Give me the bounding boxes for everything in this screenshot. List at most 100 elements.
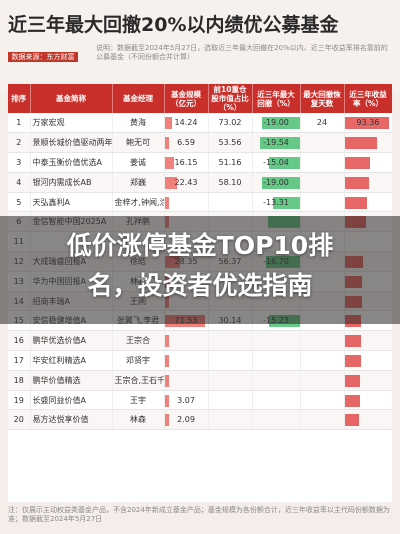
- rank-cell-text: 15: [13, 316, 24, 326]
- fund-name-cell: 长盛同益价值A: [30, 390, 113, 411]
- return-bar: [344, 355, 361, 368]
- fund-size-bar: [164, 137, 169, 150]
- rank-cell-text: 19: [13, 395, 24, 405]
- manager-cell-text: 黄海: [130, 118, 146, 128]
- fund-size-cell: 6.59: [164, 132, 209, 154]
- fund-size-cell: [164, 192, 209, 213]
- max-drawdown-cell: [252, 350, 301, 371]
- return-bar: [344, 117, 389, 129]
- fund-size-bar: [164, 196, 169, 209]
- table-row: 16 鹏华优选价值A 王宗合: [8, 330, 392, 352]
- three-year-return-cell: [344, 370, 392, 391]
- three-year-return-cell: [344, 192, 392, 213]
- return-bar: [344, 157, 371, 170]
- top10-share-cell: 58.10: [208, 172, 253, 193]
- table-row: 4 银河内需成长AB 郑巍 22.43 58.10 -19.00: [8, 172, 392, 193]
- recovery-days-cell: 24: [300, 113, 345, 134]
- max-drawdown-cell-text: -13.31: [263, 197, 289, 207]
- overlay-headline-line2: 名，投资者优选指南: [87, 271, 313, 300]
- footer-note: 注：仅展示主动权益类基金产品，不含2024年新成立基金产品；基金规模为各份额合计…: [8, 506, 390, 523]
- fund-size-cell-text: 71.53: [174, 316, 198, 326]
- max-drawdown-cell-text: -19.54: [263, 138, 289, 148]
- fund-name-cell: 银河内需成长AB: [30, 172, 113, 193]
- table-header-row: 排序 基金简称 基金经理 基金规模（亿元） 前10重仓股市值占比（%） 近三年最…: [8, 84, 392, 113]
- return-bar: [344, 137, 378, 150]
- fund-name-cell-text: 金信智能中国2025A: [32, 217, 107, 227]
- max-drawdown-cell-text: -15.04: [263, 157, 289, 167]
- max-drawdown-cell: -19.00: [252, 172, 301, 193]
- table-row: 3 中泰玉衡价值优选A 姜诚 16.15 51.16 -15.04: [8, 152, 392, 173]
- fund-size-cell-text: 28.35: [174, 256, 198, 266]
- manager-cell: 鲍无可: [112, 132, 165, 154]
- manager-cell-text: 邓贤宇: [126, 355, 150, 365]
- fund-size-cell-text: 22.43: [174, 177, 198, 187]
- recovery-days-cell: [300, 370, 345, 391]
- fund-name-cell-text: 华为中国回报A: [32, 276, 86, 286]
- fund-size-cell: 22.43: [164, 172, 209, 193]
- fund-name-cell: 华安红利精选A: [30, 350, 113, 371]
- fund-name-cell-text: 中泰玉衡价值优选A: [32, 157, 102, 167]
- recovery-days-cell: [300, 132, 345, 154]
- table-row: 5 天弘鑫利A 金梓才,钟闻,涂晨明 -13.31: [8, 192, 392, 213]
- max-drawdown-cell: -19.00: [252, 113, 301, 134]
- overlay-headline: 低价涨停基金TOP10排 名，投资者优选指南: [0, 226, 400, 306]
- manager-cell: 郑巍: [112, 172, 165, 193]
- top10-share-cell: [208, 370, 253, 391]
- fund-name-cell: 景顺长城价值驱动两年持有: [30, 132, 113, 154]
- top10-share-cell-text: 73.02: [218, 118, 242, 128]
- fund-name-cell-text: 景顺长城价值驱动两年持有: [32, 138, 112, 148]
- top10-share-cell: [208, 350, 253, 371]
- fund-name-cell-text: 长盛同益价值A: [32, 395, 86, 405]
- fund-size-bar: [164, 117, 173, 129]
- manager-cell-text: 王宗合,王石千: [114, 375, 164, 385]
- recovery-days-cell: [300, 330, 345, 352]
- recovery-days-cell-text: 24: [316, 118, 328, 128]
- fund-name-cell: 易方达悦享价值: [30, 409, 113, 431]
- three-year-return-cell: 93.36: [344, 113, 392, 134]
- fund-size-cell-text: 3.07: [177, 395, 195, 405]
- fund-size-cell: 14.24: [164, 113, 209, 134]
- max-drawdown-cell-text: -15.23: [263, 316, 289, 326]
- top10-share-cell: 73.02: [208, 113, 253, 134]
- rank-cell-text: 1: [16, 118, 22, 128]
- return-bar: [344, 374, 361, 387]
- drawdown-bar: [260, 137, 299, 150]
- fund-size-cell: [164, 370, 209, 391]
- three-year-return-cell: [344, 350, 392, 371]
- table-row: 2 景顺长城价值驱动两年持有 鲍无可 6.59 53.56 -19.54: [8, 132, 392, 154]
- rank-cell-text: 4: [16, 177, 22, 187]
- manager-cell: 姜诚: [112, 152, 165, 173]
- manager-cell-text: 王宗合: [126, 336, 150, 346]
- fund-size-cell: 2.09: [164, 409, 209, 431]
- fund-name-cell: 万家宏观: [30, 113, 113, 134]
- manager-cell: 王宇: [112, 390, 165, 411]
- three-year-return-cell: [344, 409, 392, 431]
- max-drawdown-cell-text: -16.70: [263, 256, 289, 266]
- rank-cell-text: 5: [16, 197, 22, 207]
- manager-cell-text: 张翼飞,李君: [116, 316, 160, 326]
- top10-share-cell-text: 58.10: [218, 177, 242, 187]
- max-drawdown-cell: -19.54: [252, 132, 301, 154]
- rank-cell: 19: [8, 390, 31, 411]
- manager-cell-text: 王刚: [130, 296, 146, 306]
- drawdown-bar: [272, 196, 299, 209]
- fund-name-cell-text: 招商丰瑞A: [32, 296, 70, 306]
- rank-cell: 16: [8, 330, 31, 352]
- rank-cell-text: 6: [16, 217, 22, 227]
- column-header: 近三年收益率（%）: [344, 84, 392, 113]
- three-year-return-cell: [344, 132, 392, 154]
- recovery-days-cell: [300, 192, 345, 213]
- recovery-days-cell: [300, 409, 345, 431]
- rank-cell-text: 13: [13, 276, 24, 286]
- rank-cell-text: 11: [13, 237, 24, 247]
- title-overlay-band: [0, 216, 400, 324]
- rank-cell-text: 12: [13, 256, 24, 266]
- fund-size-bar: [164, 176, 178, 189]
- fund-name-cell-text: 鹏华优选价值A: [32, 336, 86, 346]
- three-year-return-cell: [344, 172, 392, 193]
- fund-size-bar: [164, 414, 169, 427]
- max-drawdown-cell: -13.31: [252, 192, 301, 213]
- three-year-return-cell: [344, 390, 392, 411]
- return-bar: [344, 196, 368, 209]
- return-bar: [344, 394, 360, 407]
